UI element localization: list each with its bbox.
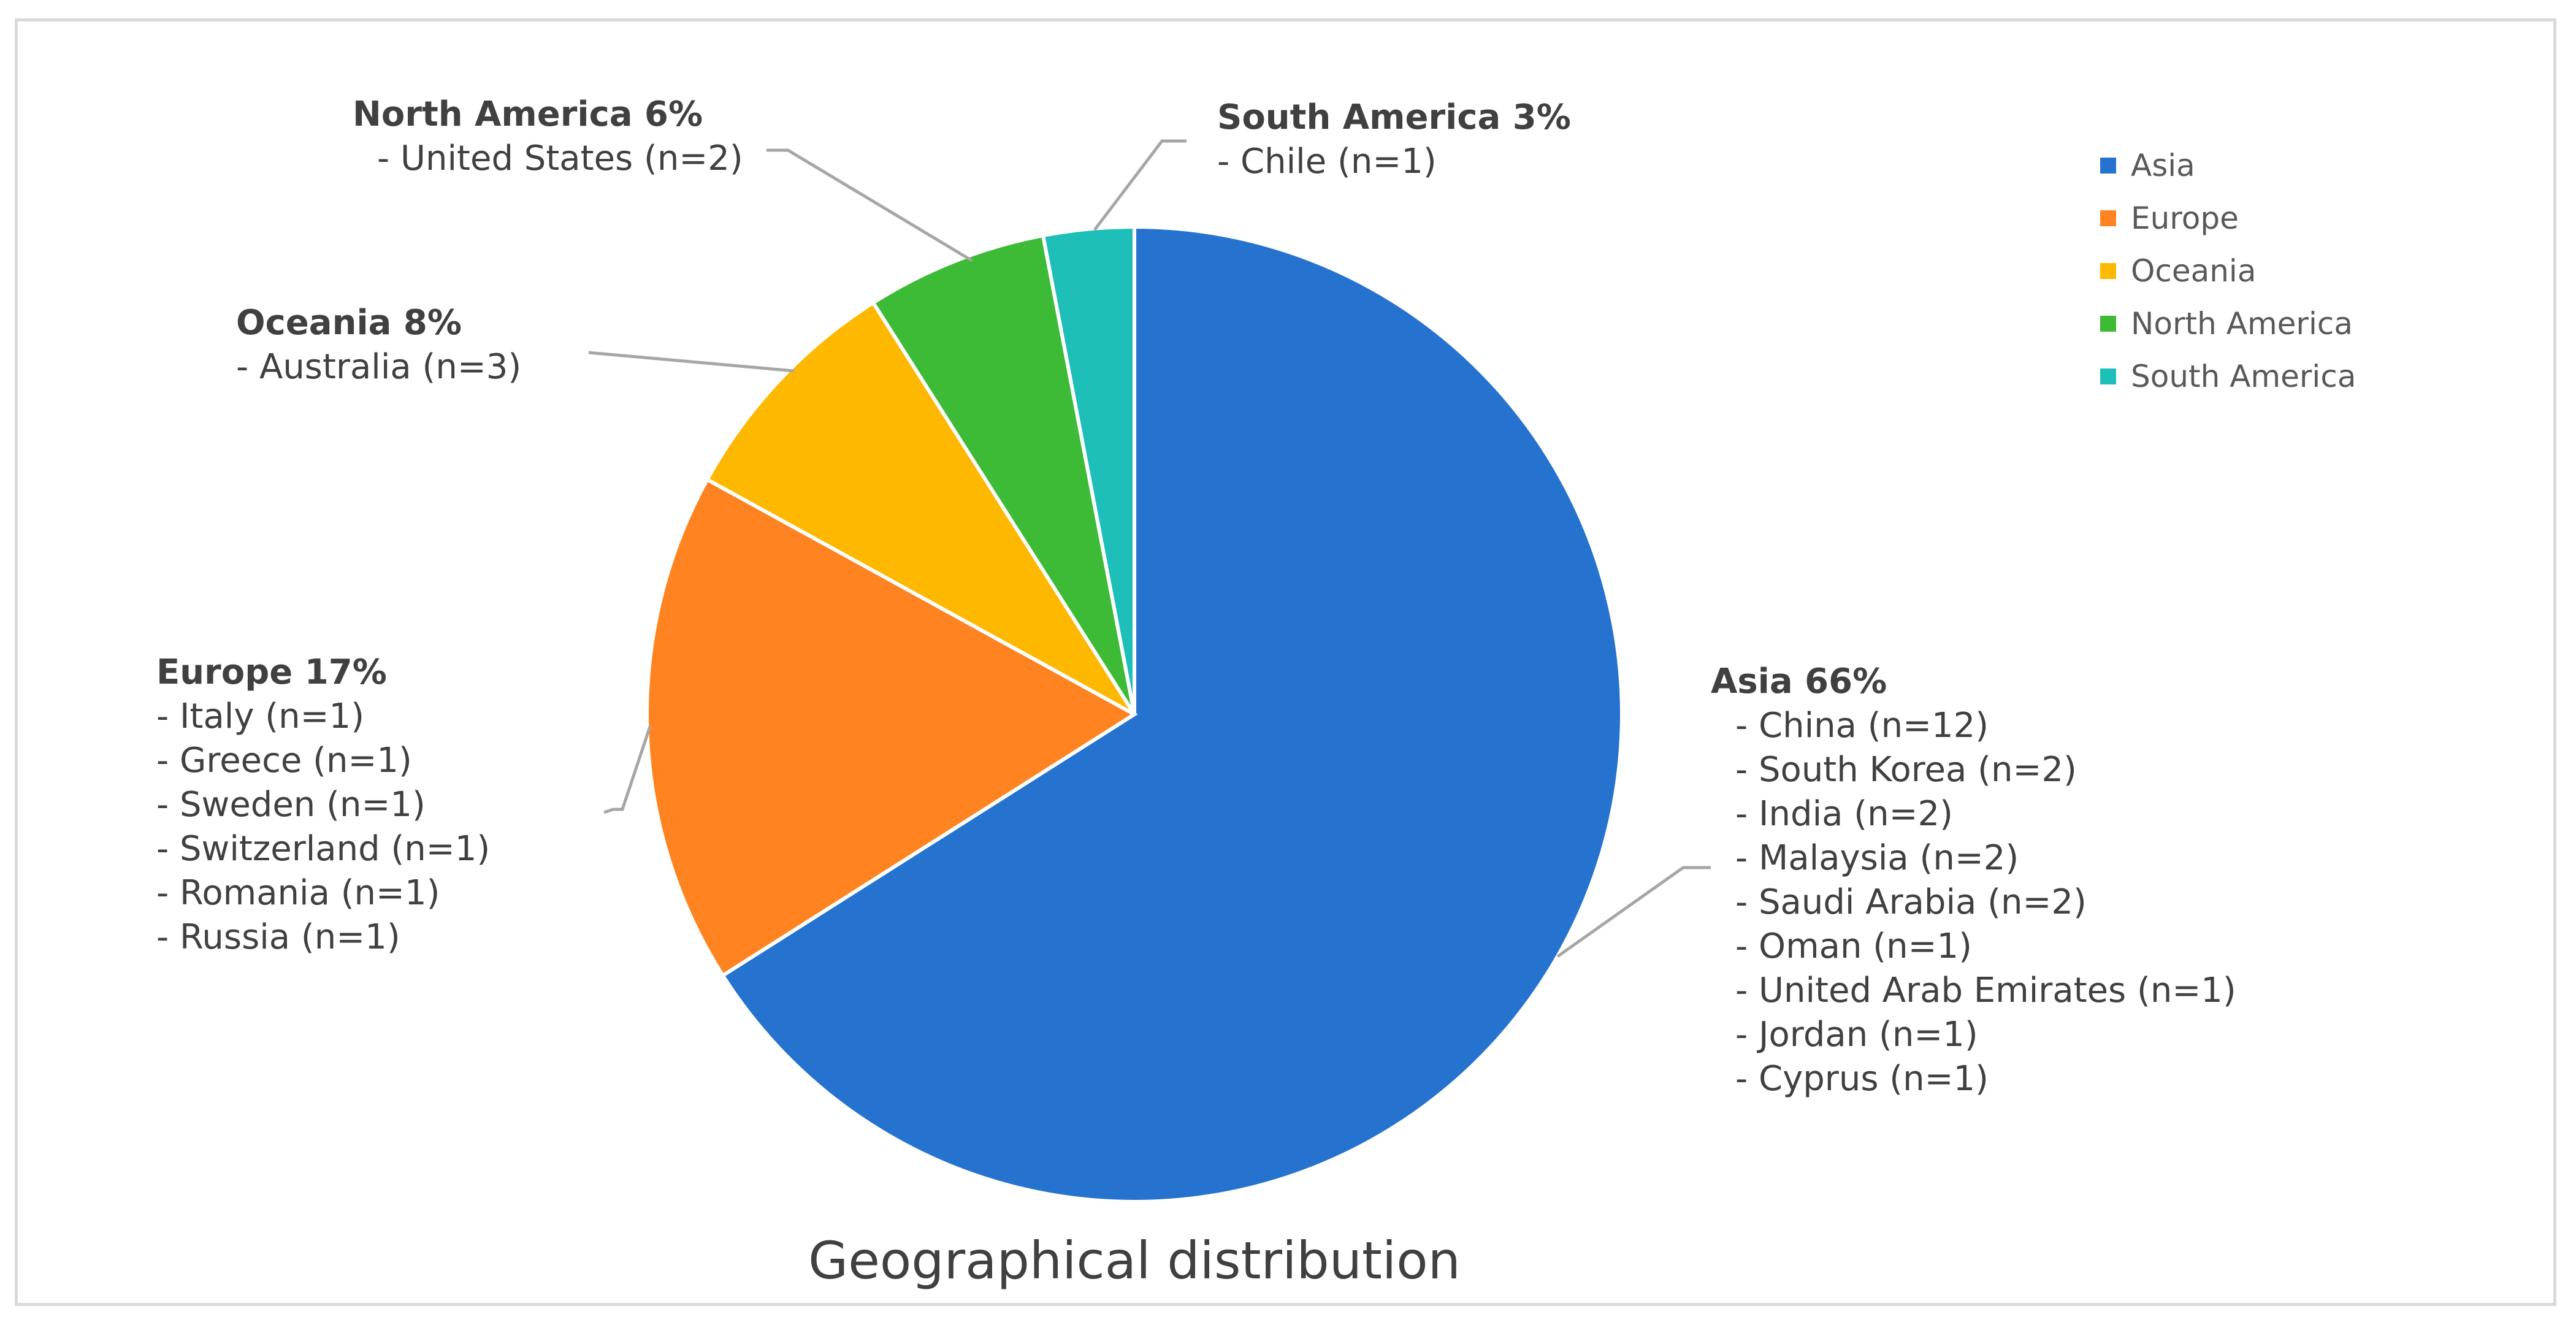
data-label-item: - Romania (n=1) [156,873,440,913]
data-label-item: - China (n=12) [1735,706,1989,746]
data-label-item: - Oman (n=1) [1735,926,1972,966]
legend-swatch [2100,368,2116,384]
legend-swatch [2100,158,2116,174]
chart-title: Geographical distribution [808,1231,1461,1291]
leader-line-oceania [588,351,795,373]
data-labels: Asia 66% - China (n=12)- South Korea (n=2… [156,94,2236,1099]
data-label-item: - Switzerland (n=1) [156,829,490,869]
data-label-title: North America 6% [353,94,703,134]
legend-item-asia: Asia [2100,148,2195,183]
legend-swatch [2100,263,2116,279]
data-label-item: - Jordan (n=1) [1735,1015,1978,1055]
legend-swatch [2100,316,2116,332]
data-label-oceania: Oceania 8%- Australia (n=3) [236,303,521,387]
data-label-title: Oceania 8% [236,303,462,343]
slice-asia[interactable] [720,224,1624,1204]
slice-south-america[interactable] [1041,224,1136,715]
data-label-item: - Sweden (n=1) [156,785,426,825]
data-label-europe: Europe 17%- Italy (n=1)- Greece (n=1)- S… [156,652,490,957]
legend-label: North America [2131,306,2353,342]
legend-item-south-america: South America [2100,359,2356,394]
data-label-title: Asia 66% [1711,662,1887,701]
data-label-item: - India (n=2) [1735,794,1953,834]
data-label-item: - Australia (n=3) [236,347,521,387]
data-label-item: - Chile (n=1) [1217,142,1437,181]
slice-oceania[interactable] [705,300,1136,716]
legend-label: Asia [2131,148,2195,183]
legend-item-oceania: Oceania [2100,253,2256,289]
legend-label: South America [2131,359,2356,394]
data-label-item: - Greece (n=1) [156,741,412,781]
data-label-item: - United Arab Emirates (n=1) [1735,971,2236,1010]
leader-line-asia [1556,866,1711,958]
leader-line-north-america [766,148,973,262]
leader-line-europe [603,726,652,814]
legend-item-europe: Europe [2100,200,2239,236]
data-label-item: - Saudi Arabia (n=2) [1735,882,2087,922]
data-label-item: - Russia (n=1) [156,917,400,957]
leader-lines [588,139,1711,958]
legend: Asia Europe Oceania North America South Amer… [2100,148,2356,394]
slice-north-america[interactable] [870,233,1136,716]
data-label-asia: Asia 66% - China (n=12)- South Korea (n=2… [1711,662,2236,1099]
legend-item-north-america: North America [2100,306,2353,342]
legend-swatch [2100,210,2116,226]
legend-label: Oceania [2131,253,2256,289]
data-label-title: South America 3% [1217,97,1571,137]
data-label-item: - United States (n=2) [377,139,743,178]
slice-europe[interactable] [645,476,1138,979]
leader-line-south-america [1093,139,1187,231]
pie-slices [645,224,1624,1204]
data-label-item: - South Korea (n=2) [1735,750,2077,790]
data-label-south-america: South America 3% - Chile (n=1) [1217,97,1571,181]
legend-label: Europe [2131,200,2239,236]
data-label-north-america: North America 6% - United States (n=2) [353,94,743,178]
data-label-title: Europe 17% [156,652,387,692]
data-label-item: - Malaysia (n=2) [1735,838,2019,878]
data-label-item: - Cyprus (n=1) [1735,1059,1989,1099]
data-label-item: - Italy (n=1) [156,697,364,736]
